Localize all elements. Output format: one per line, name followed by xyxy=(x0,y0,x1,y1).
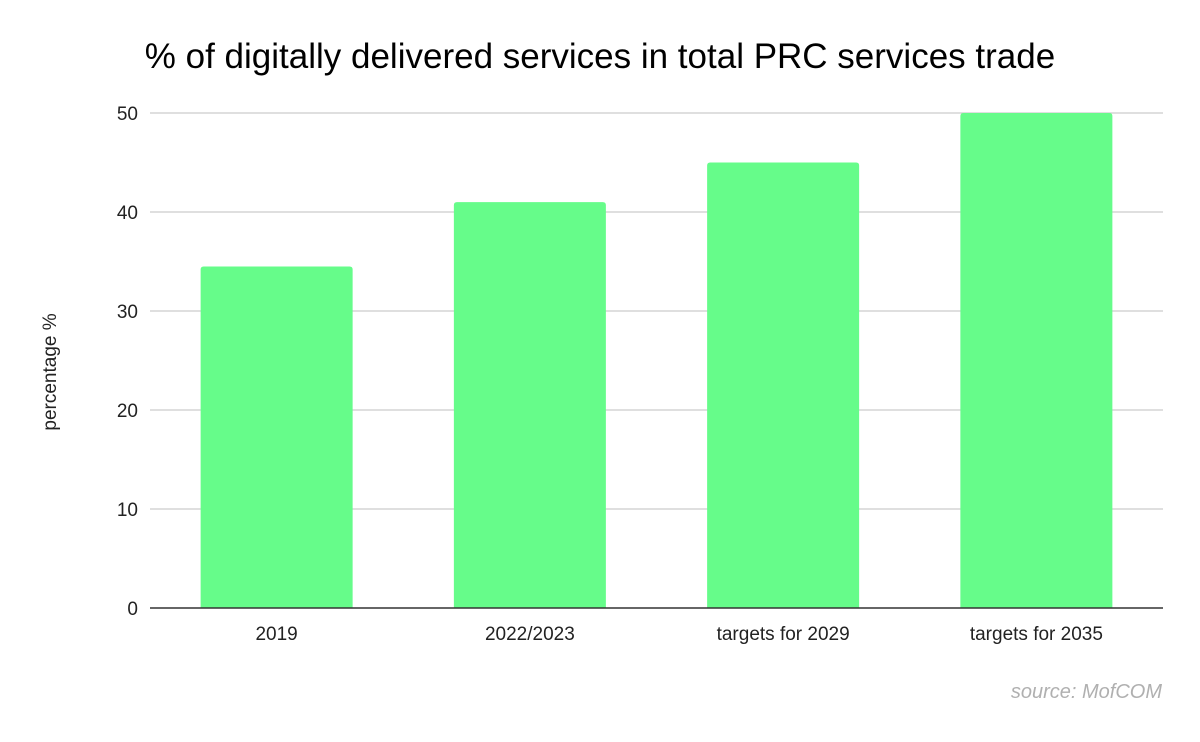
x-axis-ticks: 2019 2022/2023 targets for 2029 targets for… xyxy=(255,624,1102,645)
bar-2019 xyxy=(200,266,353,608)
x-tick-label: 2019 xyxy=(255,624,297,645)
y-tick-label: 50 xyxy=(117,104,138,125)
x-tick-label: 2022/2023 xyxy=(485,624,575,645)
bar-targets-for-2029 xyxy=(707,162,860,608)
chart-title: % of digitally delivered services in tot… xyxy=(145,37,1055,76)
bar-targets-for-2035 xyxy=(960,113,1113,608)
y-axis-label: percentage % xyxy=(40,313,61,430)
x-tick-label: targets for 2029 xyxy=(717,624,850,645)
y-axis-ticks: 0 10 20 30 40 50 xyxy=(117,104,138,620)
y-tick-label: 10 xyxy=(117,500,138,521)
y-tick-label: 40 xyxy=(117,203,138,224)
bars xyxy=(200,113,1113,608)
source-annotation: source: MofCOM xyxy=(1011,681,1162,703)
y-tick-label: 30 xyxy=(117,302,138,323)
bar-2022-2023 xyxy=(453,202,606,608)
y-tick-label: 20 xyxy=(117,401,138,422)
x-tick-label: targets for 2035 xyxy=(970,624,1103,645)
y-tick-label: 0 xyxy=(127,599,138,620)
